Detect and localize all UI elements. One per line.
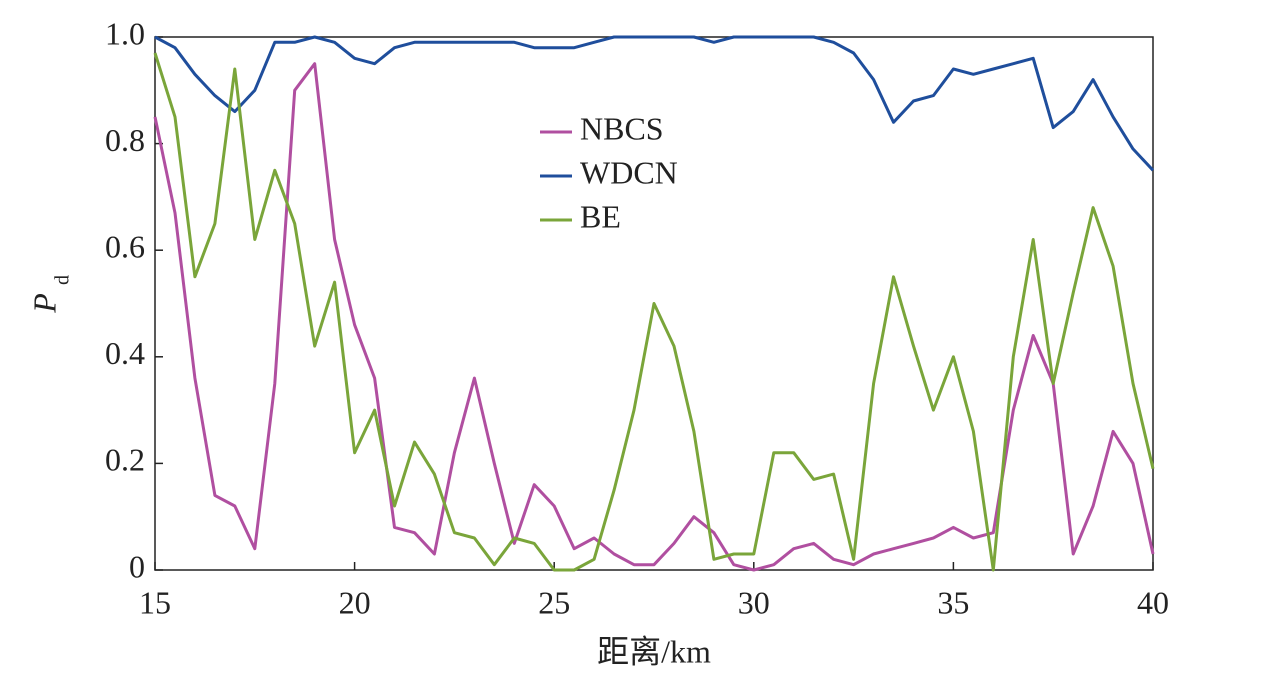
y-tick-label: 0.8 [105,122,145,158]
x-tick-label: 15 [139,584,171,620]
y-axis-label: P [26,293,62,314]
x-tick-label: 30 [738,584,770,620]
series-line [153,62,1155,572]
y-tick-label: 0.4 [105,335,145,371]
legend-label: WDCN [580,154,678,190]
series-line [154,35,1155,172]
y-tick-label: 0.6 [105,229,145,265]
x-tick-label: 20 [339,584,371,620]
x-tick-label: 35 [937,584,969,620]
y-tick-label: 1.0 [105,15,145,51]
y-tick-label: 0.2 [105,442,145,478]
y-axis-label-group: P d [26,275,73,314]
series-line [153,52,1155,572]
y-axis-label-sub: d [52,275,74,285]
legend-label: NBCS [580,110,664,146]
y-tick-label: 0 [129,548,145,584]
x-tick-label: 25 [538,584,570,620]
legend-label: BE [580,198,621,234]
x-axis-label: 距离/km [597,633,711,669]
x-tick-label: 40 [1137,584,1169,620]
